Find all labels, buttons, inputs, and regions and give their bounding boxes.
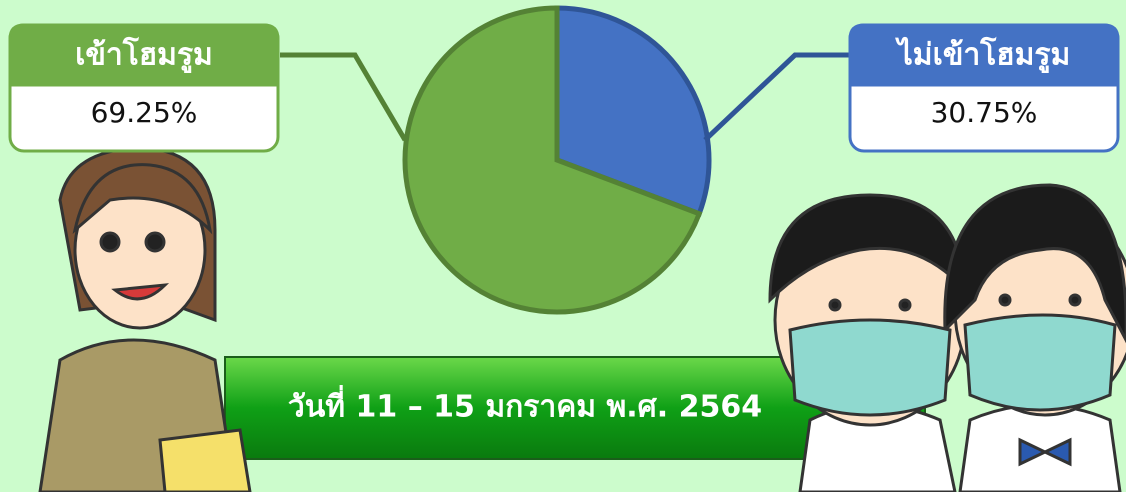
- pie: [402, 5, 712, 315]
- label-header: [848, 23, 1120, 87]
- value-label: 30.75%: [931, 96, 1038, 129]
- students-illustration: [768, 183, 1126, 492]
- pie-slice: [554, 5, 712, 217]
- labels: เข้าโฮมรูม 69.25% ไม่เข้าโฮมรูม 30.75%: [8, 23, 1120, 153]
- leader-line: [280, 52, 408, 142]
- legend-label: ไม่เข้าโฮมรูม: [895, 36, 1071, 74]
- legend-label: เข้าโฮมรูม: [75, 36, 213, 74]
- teacher-illustration: [38, 146, 252, 492]
- leader-line: [703, 52, 850, 142]
- pie-slice: [402, 5, 703, 315]
- date-text: วันที่ 11 – 15 มกราคม พ.ศ. 2564: [288, 385, 762, 425]
- value-label: 69.25%: [91, 96, 198, 129]
- label-header: [8, 23, 280, 87]
